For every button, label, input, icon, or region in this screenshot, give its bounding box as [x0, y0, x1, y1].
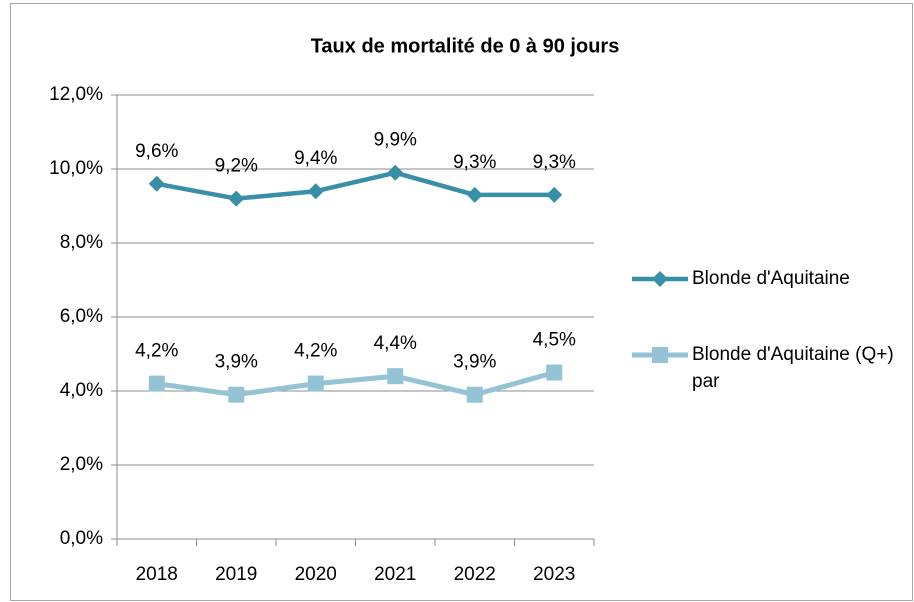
y-tick-label: 8,0%: [60, 232, 103, 253]
point: [148, 375, 165, 392]
data-label: 3,9%: [453, 352, 496, 373]
data-label: 4,5%: [533, 330, 576, 351]
data-label: 9,9%: [374, 130, 417, 151]
point: [652, 271, 668, 287]
x-tick-label: 2023: [533, 564, 575, 585]
data-label: 4,4%: [374, 333, 417, 354]
point: [228, 190, 245, 207]
data-label: 3,9%: [215, 352, 258, 373]
y-tick-label: 2,0%: [60, 454, 103, 475]
x-tick-label: 2022: [454, 564, 496, 585]
data-label: 9,2%: [215, 156, 258, 177]
data-label: 9,4%: [294, 148, 337, 169]
x-tick-label: 2021: [374, 564, 416, 585]
series-line: [156, 170, 555, 201]
legend-label: Blonde d'Aquitaine: [692, 268, 850, 289]
point: [228, 386, 245, 403]
point: [307, 183, 324, 200]
y-tick-label: 6,0%: [60, 306, 103, 327]
point: [466, 186, 483, 203]
chart-title: Taux de mortalité de 0 à 90 jours: [311, 35, 620, 57]
x-tick-label: 2020: [295, 564, 337, 585]
data-label: 9,6%: [135, 141, 178, 162]
point: [652, 347, 668, 363]
point: [148, 175, 165, 192]
point: [387, 368, 404, 385]
data-label: 9,3%: [533, 152, 576, 173]
data-label: 4,2%: [294, 341, 337, 362]
point: [387, 164, 404, 181]
point: [466, 386, 483, 403]
point: [546, 364, 563, 381]
x-tick-label: 2019: [215, 564, 257, 585]
point: [546, 186, 563, 203]
legend-label: Blonde d'Aquitaine (Q+) par: [692, 344, 894, 392]
x-tick-label: 2018: [136, 564, 178, 585]
y-tick-label: 10,0%: [49, 158, 103, 179]
data-label: 4,2%: [135, 341, 178, 362]
chart-border: [10, 3, 913, 601]
y-tick-label: 12,0%: [49, 84, 103, 105]
series-line: [156, 370, 555, 398]
data-label: 9,3%: [453, 152, 496, 173]
point: [307, 375, 324, 392]
y-tick-label: 0,0%: [60, 528, 103, 549]
y-tick-label: 4,0%: [60, 380, 103, 401]
